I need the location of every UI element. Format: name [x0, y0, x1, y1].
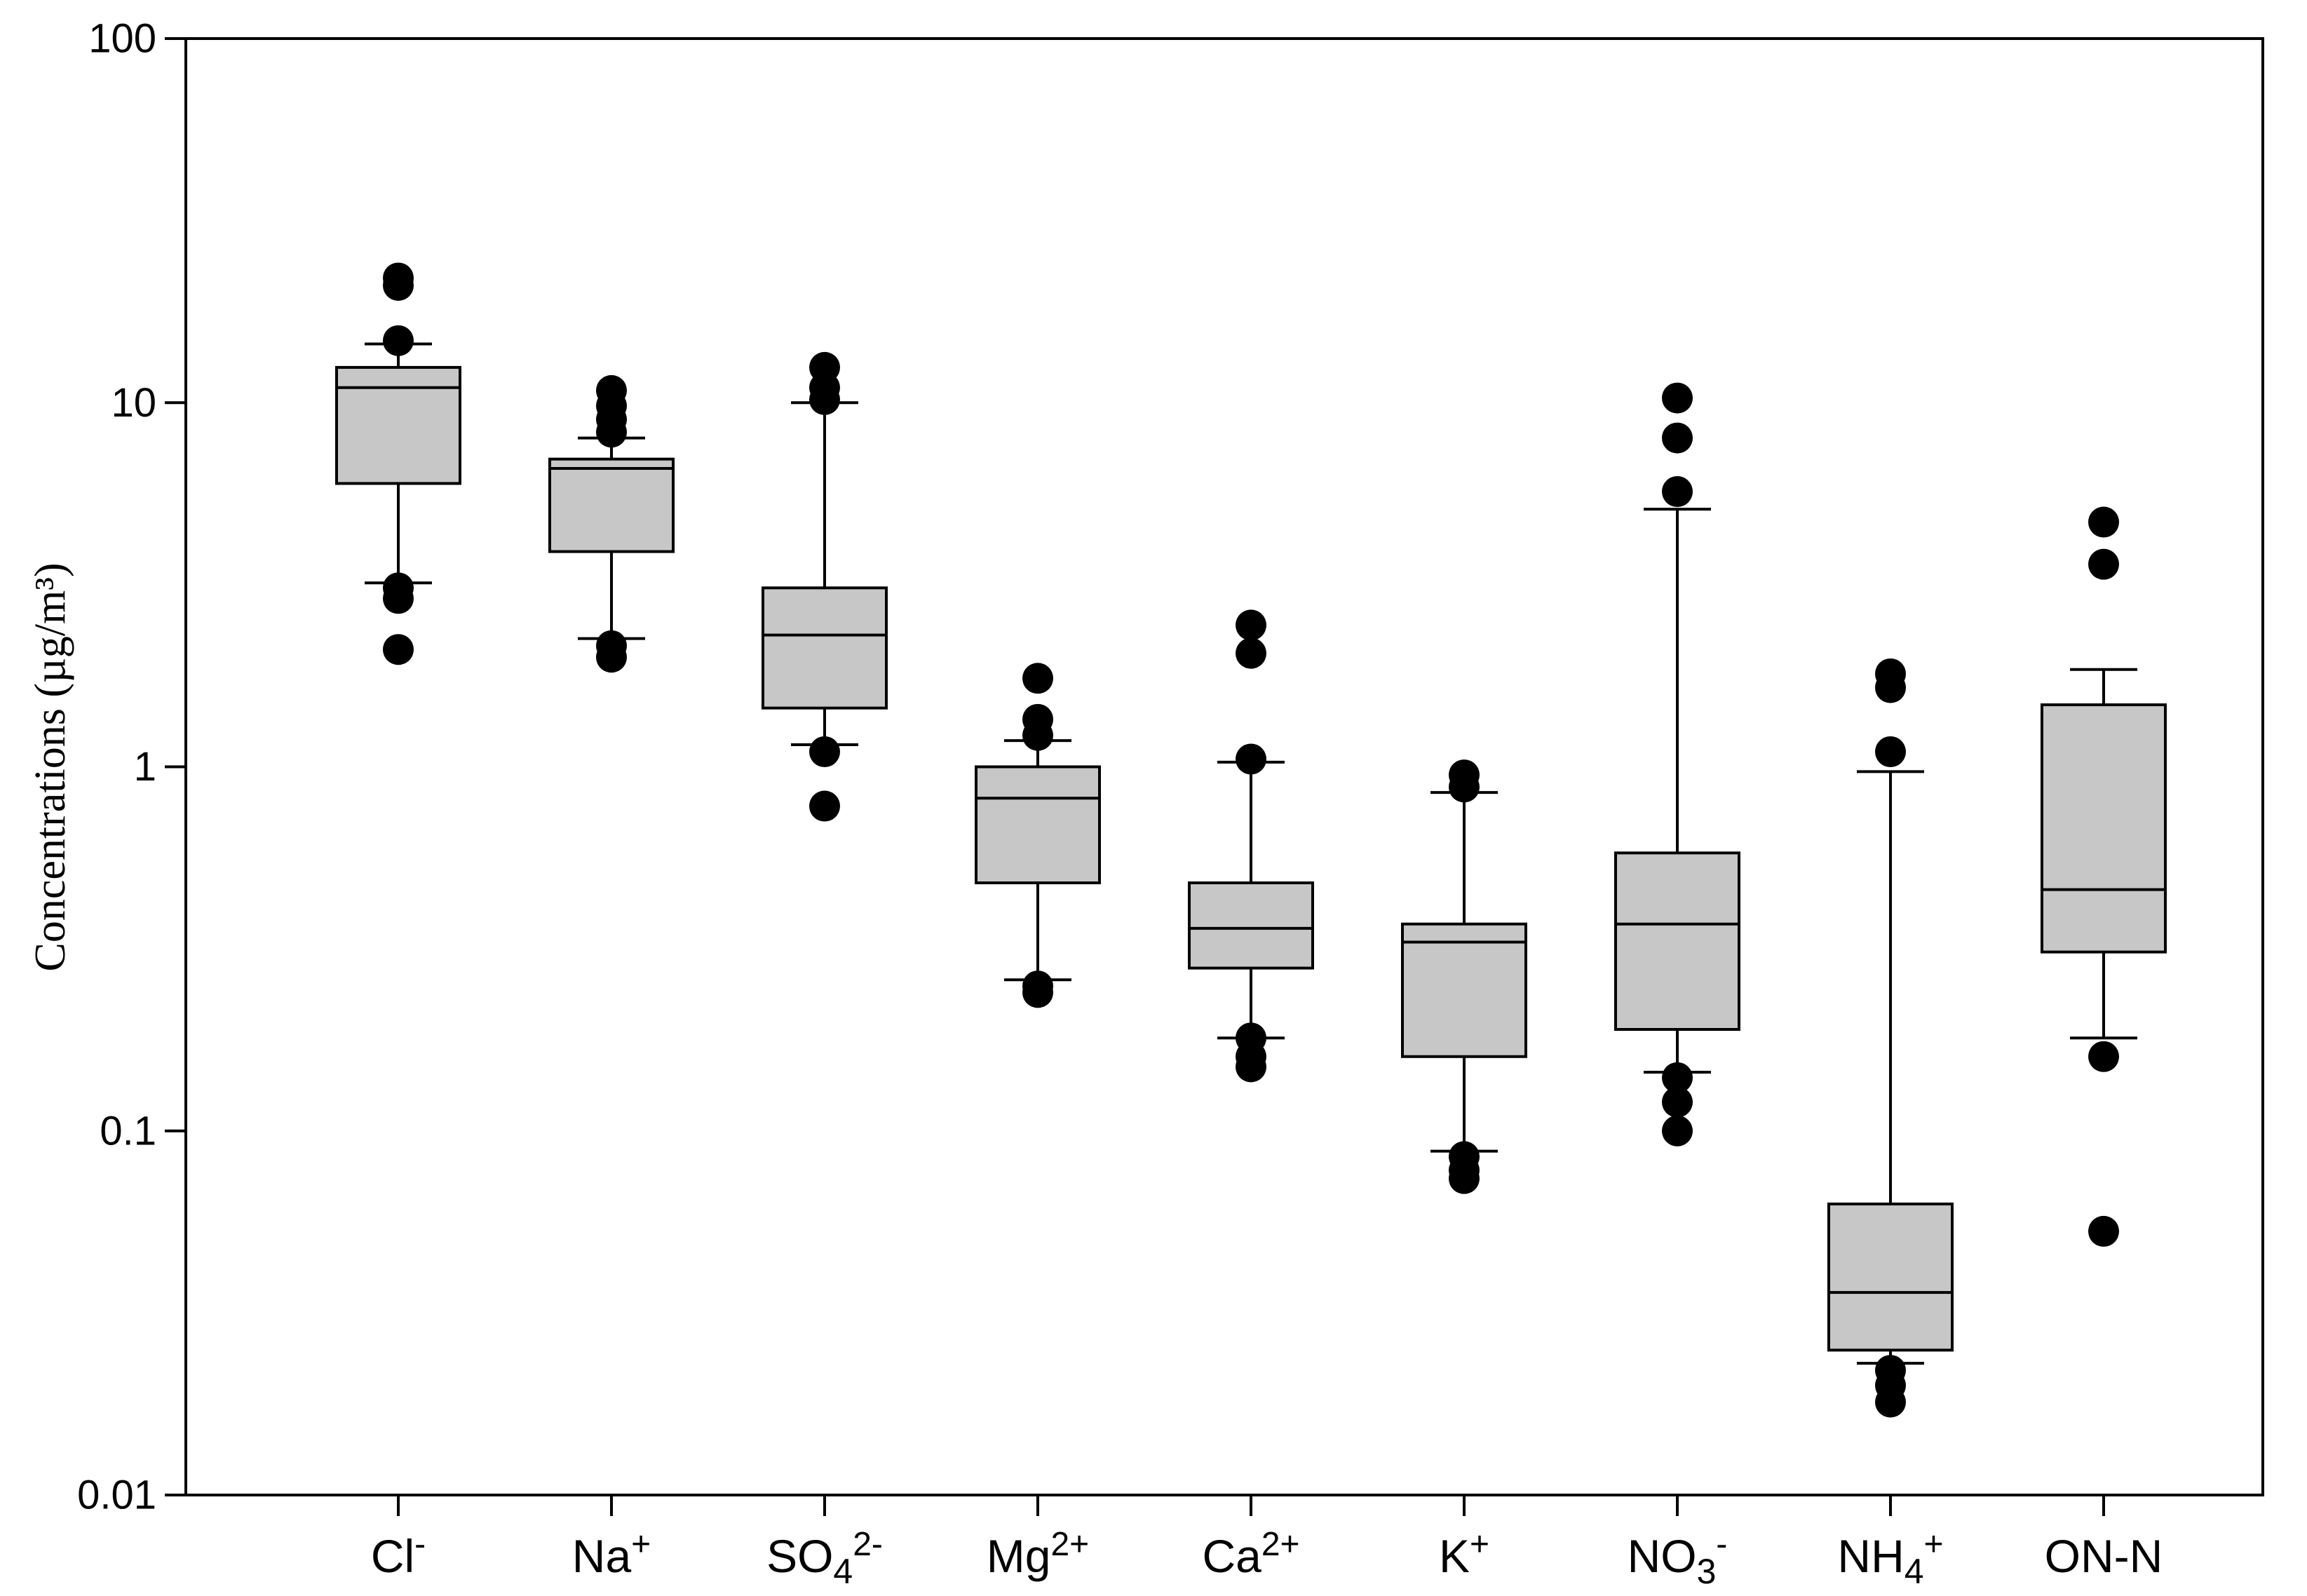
x-tick-label-5: K+	[1439, 1526, 1489, 1582]
outlier-point	[596, 417, 627, 448]
outlier-point	[1875, 736, 1906, 768]
outlier-point	[383, 325, 414, 356]
outlier-point	[1662, 382, 1693, 414]
outlier-point	[809, 736, 840, 768]
x-tick-label-2: SO42-	[766, 1526, 883, 1591]
outlier-point	[809, 384, 840, 415]
box-5	[1188, 609, 1314, 1083]
x-tick-label-1: Na+	[572, 1526, 651, 1582]
box-3	[762, 351, 888, 822]
outlier-point	[1236, 743, 1266, 775]
iqr-box	[1188, 881, 1314, 970]
outlier-point	[383, 583, 414, 614]
outlier-point	[1236, 637, 1266, 669]
outlier-point	[1875, 672, 1906, 703]
iqr-box	[2041, 703, 2167, 954]
outlier-point	[1022, 663, 1053, 694]
outlier-point	[1236, 1051, 1266, 1083]
x-tick-label-8: ON-N	[2045, 1530, 2163, 1582]
outlier-point	[2088, 548, 2119, 580]
x-tick-label-6: NO3-	[1628, 1526, 1728, 1591]
x-tick-label-4: Ca2+	[1202, 1526, 1299, 1582]
outlier-point	[596, 642, 627, 673]
boxplot-series	[335, 262, 2167, 1418]
y-axis-label: Concentrations (µg/m³)	[27, 563, 74, 972]
outlier-point	[1662, 476, 1693, 508]
outlier-point	[1662, 1115, 1693, 1147]
x-tick-label-3: Mg2+	[987, 1526, 1089, 1582]
outlier-point	[1022, 719, 1053, 751]
iqr-box	[762, 586, 888, 710]
iqr-box	[1827, 1202, 1954, 1352]
outlier-point	[383, 634, 414, 665]
outlier-point	[383, 262, 414, 294]
y-tick-label-4: 100	[88, 16, 156, 62]
iqr-box	[975, 765, 1101, 885]
iqr-box	[1401, 922, 1527, 1058]
box-9	[2041, 506, 2167, 1247]
outlier-point	[1662, 422, 1693, 454]
box-8	[1827, 658, 1954, 1418]
iqr-box	[548, 457, 675, 553]
box-2	[548, 374, 675, 673]
outlier-point	[1449, 1163, 1480, 1194]
outlier-point	[2088, 506, 2119, 538]
y-axis: 0.01 0.1 1 10 100	[77, 16, 186, 1518]
outlier-point	[1662, 1062, 1693, 1093]
box-7	[1614, 382, 1740, 1147]
outlier-point	[1236, 609, 1266, 641]
outlier-point	[1875, 1386, 1906, 1418]
x-tick-label-0: Cl-	[371, 1526, 426, 1582]
y-tick-label-2: 1	[134, 744, 156, 790]
x-axis: Cl- Na+ SO42- Mg2+ Ca2+ K+ NO3- NH4+ ON-N	[371, 1495, 2163, 1591]
outlier-point	[2088, 1041, 2119, 1072]
box-4	[975, 663, 1101, 1008]
box-6	[1401, 759, 1527, 1194]
y-tick-label-0: 0.01	[77, 1473, 156, 1518]
iqr-box	[335, 365, 461, 485]
outlier-point	[809, 790, 840, 822]
outlier-point	[1449, 771, 1480, 803]
iqr-box	[1614, 851, 1740, 1032]
y-tick-label-3: 10	[111, 380, 156, 426]
y-tick-label-1: 0.1	[100, 1108, 156, 1154]
x-tick-label-7: NH4+	[1837, 1526, 1943, 1591]
outlier-point	[1662, 1086, 1693, 1118]
outlier-point	[2088, 1215, 2119, 1247]
outlier-point	[1022, 977, 1053, 1008]
box-1	[335, 262, 461, 665]
